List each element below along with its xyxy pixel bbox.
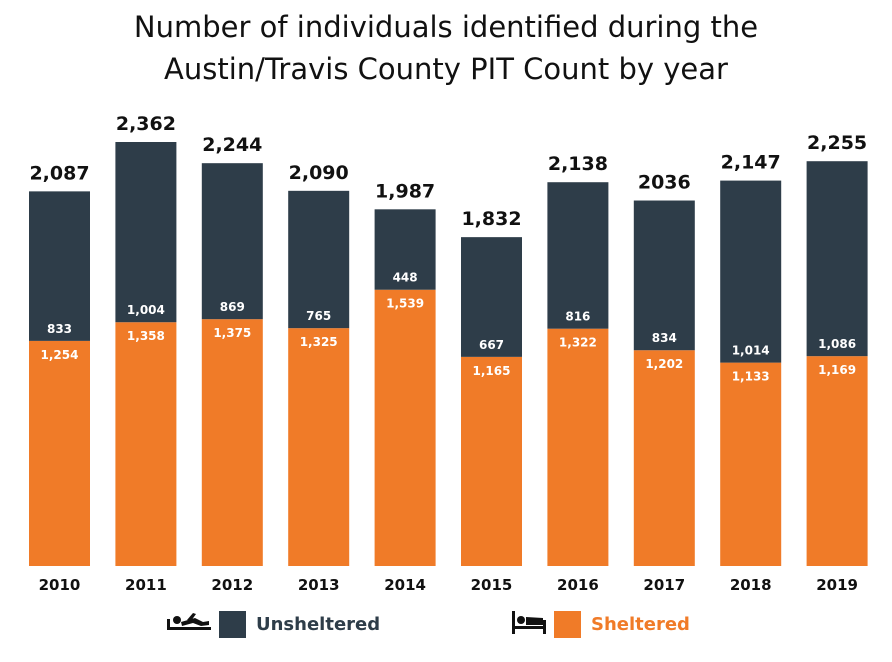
bar-sheltered-2014 bbox=[374, 289, 436, 566]
legend-swatch-unsheltered bbox=[219, 610, 246, 638]
bar-unsheltered-2018 bbox=[720, 180, 782, 363]
x-tick-label-2013: 2013 bbox=[298, 576, 340, 594]
total-label-2017: 2036 bbox=[638, 172, 691, 194]
total-label-2018: 2,147 bbox=[721, 152, 781, 174]
total-label-2012: 2,244 bbox=[202, 134, 262, 156]
x-tick-label-2014: 2014 bbox=[384, 576, 426, 594]
person-lying-icon bbox=[165, 609, 213, 640]
data-label-unsheltered-2018: 1,014 bbox=[732, 344, 770, 358]
bar-unsheltered-2014 bbox=[374, 209, 436, 290]
data-label-sheltered-2015: 1,165 bbox=[473, 364, 511, 378]
bar-unsheltered-2019 bbox=[806, 161, 868, 357]
legend-label-sheltered: Sheltered bbox=[591, 613, 690, 635]
data-label-sheltered-2010: 1,254 bbox=[41, 348, 79, 362]
bar-sheltered-2011 bbox=[115, 322, 177, 566]
total-label-2011: 2,362 bbox=[116, 113, 176, 135]
data-label-sheltered-2013: 1,325 bbox=[300, 335, 338, 349]
bar-unsheltered-2015 bbox=[461, 237, 522, 357]
bar-sheltered-2017 bbox=[633, 350, 695, 566]
bed-icon bbox=[510, 608, 548, 641]
x-tick-label-2011: 2011 bbox=[125, 576, 167, 594]
bar-sheltered-2012 bbox=[201, 319, 263, 566]
legend-swatch-sheltered bbox=[554, 610, 581, 638]
total-label-2013: 2,090 bbox=[289, 162, 349, 184]
legend-label-unsheltered: Unsheltered bbox=[256, 613, 381, 635]
data-label-sheltered-2016: 1,322 bbox=[559, 336, 597, 350]
total-label-2010: 2,087 bbox=[29, 162, 89, 184]
bar-unsheltered-2017 bbox=[633, 200, 695, 351]
x-tick-label-2010: 2010 bbox=[39, 576, 81, 594]
bar-unsheltered-2010 bbox=[29, 191, 90, 341]
data-label-sheltered-2017: 1,202 bbox=[645, 357, 683, 371]
data-label-unsheltered-2019: 1,086 bbox=[818, 337, 856, 351]
bar-sheltered-2018 bbox=[720, 362, 782, 566]
total-label-2014: 1,987 bbox=[375, 180, 435, 202]
data-label-unsheltered-2013: 765 bbox=[306, 309, 331, 323]
x-tick-label-2012: 2012 bbox=[211, 576, 253, 594]
data-label-sheltered-2018: 1,133 bbox=[732, 370, 770, 384]
data-label-sheltered-2014: 1,539 bbox=[386, 297, 424, 311]
data-label-unsheltered-2010: 833 bbox=[47, 322, 72, 336]
bar-sheltered-2019 bbox=[806, 356, 868, 566]
bar-sheltered-2010 bbox=[29, 340, 90, 566]
total-label-2015: 1,832 bbox=[461, 208, 521, 230]
total-label-2019: 2,255 bbox=[807, 132, 867, 154]
legend-item-sheltered: Sheltered bbox=[510, 607, 690, 641]
data-label-sheltered-2012: 1,375 bbox=[213, 326, 251, 340]
x-tick-label-2018: 2018 bbox=[730, 576, 772, 594]
chart-title-line-2: Austin/Travis County PIT Count by year bbox=[164, 52, 728, 86]
x-tick-label-2019: 2019 bbox=[816, 576, 858, 594]
data-label-unsheltered-2012: 869 bbox=[220, 300, 245, 314]
data-label-unsheltered-2017: 834 bbox=[652, 331, 677, 345]
data-label-unsheltered-2014: 448 bbox=[393, 271, 418, 285]
data-label-unsheltered-2011: 1,004 bbox=[127, 303, 165, 317]
bar-sheltered-2015 bbox=[461, 356, 522, 566]
total-label-2016: 2,138 bbox=[548, 153, 608, 175]
x-tick-label-2017: 2017 bbox=[643, 576, 685, 594]
bar-unsheltered-2011 bbox=[115, 142, 177, 323]
chart-title: Number of individuals identified during … bbox=[0, 6, 892, 90]
data-label-sheltered-2019: 1,169 bbox=[818, 363, 856, 377]
bar-unsheltered-2012 bbox=[201, 163, 263, 320]
chart-title-line-1: Number of individuals identified during … bbox=[133, 10, 759, 44]
data-label-unsheltered-2016: 816 bbox=[565, 310, 590, 324]
x-tick-label-2015: 2015 bbox=[471, 576, 513, 594]
bar-sheltered-2016 bbox=[547, 328, 609, 566]
bar-sheltered-2013 bbox=[288, 328, 350, 566]
x-tick-label-2016: 2016 bbox=[557, 576, 599, 594]
data-label-sheltered-2011: 1,358 bbox=[127, 329, 165, 343]
bar-unsheltered-2016 bbox=[547, 182, 609, 329]
legend-item-unsheltered: Unsheltered bbox=[165, 607, 380, 641]
data-label-unsheltered-2015: 667 bbox=[479, 338, 504, 352]
bar-unsheltered-2013 bbox=[288, 190, 350, 329]
